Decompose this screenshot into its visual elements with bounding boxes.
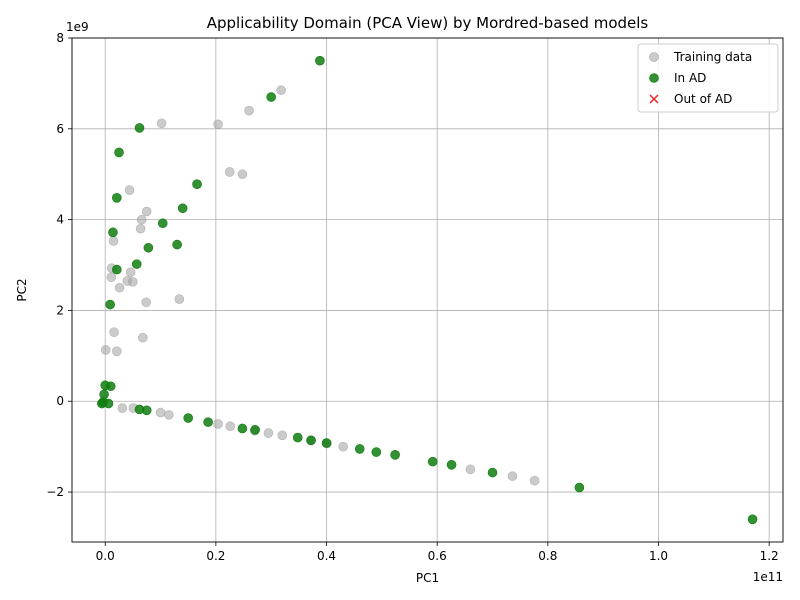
y-tick-label: −2: [46, 485, 64, 499]
training-point: [128, 277, 138, 287]
in-ad-point: [237, 423, 248, 434]
y-axis-offset-label: 1e9: [66, 20, 89, 34]
in-ad-point: [315, 55, 325, 66]
in-ad-point: [354, 444, 365, 454]
axis-ticks: 0.0 0.2 0.4 0.6 0.8 1.0 1.2 −2 0 2 4 6 8: [46, 31, 778, 563]
training-point: [244, 105, 254, 116]
y-tick-label: 4: [56, 213, 64, 227]
in-ad-point: [292, 432, 303, 443]
x-tick-label: 0.6: [428, 549, 447, 563]
y-tick-label: 0: [56, 394, 64, 408]
x-tick-label: 0.0: [96, 549, 115, 563]
x-tick-label: 1.2: [760, 549, 779, 563]
y-tick-label: 2: [56, 303, 64, 317]
training-point: [213, 419, 223, 429]
legend-circle-marker: [649, 73, 659, 83]
x-axis-label: PC1: [416, 571, 439, 585]
in-ad-point: [266, 92, 276, 102]
training-point: [117, 403, 128, 413]
y-tick-label: 6: [56, 122, 64, 136]
training-point: [135, 223, 146, 234]
y-tick-label: 8: [56, 31, 64, 45]
in-ad-point: [172, 239, 182, 250]
training-point: [125, 267, 136, 278]
in-ad-point: [306, 435, 316, 446]
training-point: [100, 345, 111, 355]
data-points: [97, 55, 758, 525]
training-point: [277, 430, 288, 441]
y-axis-label: PC2: [15, 278, 29, 301]
training-point: [224, 167, 235, 177]
in-ad-point: [487, 467, 498, 478]
legend-label: In AD: [674, 71, 706, 85]
in-ad-point: [157, 218, 168, 229]
in-ad-point: [192, 179, 202, 190]
training-point: [237, 169, 248, 180]
training-point: [141, 206, 152, 217]
training-point: [338, 441, 348, 452]
training-point: [164, 410, 174, 420]
legend-label: Training data: [673, 50, 752, 64]
legend-x-marker: [649, 94, 659, 104]
in-ad-point: [574, 482, 585, 493]
in-ad-point: [108, 227, 118, 238]
in-ad-point: [112, 193, 122, 203]
in-ad-point: [112, 264, 122, 275]
training-point: [109, 327, 119, 338]
training-point: [138, 332, 148, 343]
training-point: [155, 407, 166, 418]
legend-circle-marker: [649, 52, 659, 62]
training-point: [156, 118, 167, 129]
training-point: [213, 119, 223, 130]
training-point: [108, 236, 119, 246]
training-point: [136, 214, 147, 225]
in-ad-point: [141, 405, 152, 416]
in-ad-point: [103, 398, 114, 409]
in-ad-point: [177, 203, 188, 214]
in-ad-point: [250, 425, 260, 435]
training-point: [112, 346, 122, 357]
in-ad-point: [131, 259, 142, 269]
x-tick-label: 0.8: [538, 549, 557, 563]
plot-frame: [71, 37, 784, 543]
x-tick-label: 0.4: [317, 549, 336, 563]
training-point: [263, 428, 274, 438]
in-ad-point: [183, 413, 193, 423]
in-ad-point: [143, 242, 154, 253]
chart-title: Applicability Domain (PCA View) by Mordr…: [207, 14, 649, 32]
training-point: [276, 85, 286, 96]
training-point: [529, 475, 540, 486]
legend-box: [637, 43, 779, 113]
training-point: [225, 421, 236, 432]
in-ad-point: [371, 447, 382, 457]
in-ad-point: [105, 381, 116, 392]
training-point: [114, 282, 125, 293]
training-point: [141, 297, 151, 308]
in-ad-point: [390, 450, 400, 460]
in-ad-point: [134, 123, 145, 133]
training-point: [507, 471, 518, 481]
x-tick-label: 0.2: [206, 549, 225, 563]
training-point: [124, 185, 135, 195]
in-ad-point: [427, 456, 438, 467]
x-axis-offset-label: 1e11: [753, 570, 783, 584]
training-point: [106, 272, 117, 283]
in-ad-point: [203, 417, 213, 427]
x-tick-label: 1.0: [649, 549, 668, 563]
in-ad-point: [446, 460, 457, 470]
training-point: [174, 294, 185, 304]
in-ad-point: [747, 514, 758, 525]
training-point: [465, 464, 476, 475]
legend-label: Out of AD: [674, 92, 732, 106]
plot-area: [72, 38, 783, 542]
in-ad-point: [105, 299, 115, 310]
in-ad-point: [321, 438, 332, 448]
legend: Training data In AD Out of AD: [637, 43, 779, 113]
in-ad-point: [114, 147, 124, 158]
